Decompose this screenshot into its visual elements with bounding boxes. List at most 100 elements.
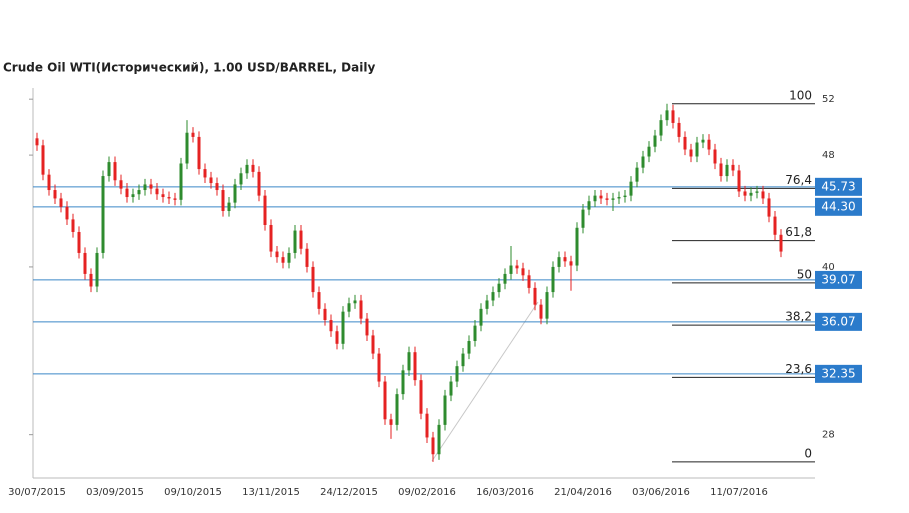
candle-body bbox=[551, 266, 555, 293]
candle-body bbox=[671, 110, 675, 123]
candle-body bbox=[95, 252, 99, 287]
x-tick-label: 30/07/2015 bbox=[8, 487, 66, 498]
candle-body bbox=[125, 188, 129, 198]
candle-body bbox=[431, 437, 435, 455]
candle-body bbox=[767, 198, 771, 217]
candle-body bbox=[497, 283, 501, 293]
candle-body bbox=[347, 303, 351, 312]
candle-body bbox=[713, 149, 717, 164]
candle-body bbox=[677, 122, 681, 137]
candle-body bbox=[401, 370, 405, 395]
candle-body bbox=[377, 353, 381, 382]
candle-body bbox=[257, 171, 261, 196]
x-tick-label: 03/06/2016 bbox=[632, 487, 690, 498]
candle-body bbox=[341, 311, 345, 344]
candle-body bbox=[635, 167, 639, 182]
candle-body bbox=[737, 170, 741, 192]
chart-title: Crude Oil WTI(Исторический), 1.00 USD/BA… bbox=[3, 61, 375, 75]
candle-body bbox=[203, 169, 207, 178]
candle-body bbox=[647, 146, 651, 157]
candle-body bbox=[743, 191, 747, 196]
candle-body bbox=[137, 190, 141, 195]
candle-body bbox=[59, 198, 63, 207]
candle-body bbox=[725, 164, 729, 177]
candle-body bbox=[173, 198, 177, 200]
candle-body bbox=[467, 341, 471, 354]
candle-body bbox=[395, 394, 399, 425]
candle-body bbox=[263, 195, 267, 225]
candle-body bbox=[275, 251, 279, 258]
price-box bbox=[815, 197, 862, 216]
x-tick-label: 09/10/2015 bbox=[164, 487, 222, 498]
candle-body bbox=[623, 195, 627, 198]
candle-body bbox=[641, 156, 645, 168]
candle-body bbox=[461, 353, 465, 367]
price-box-label: 36.07 bbox=[821, 314, 855, 328]
candle-body bbox=[425, 413, 429, 438]
candle-body bbox=[251, 164, 255, 172]
candle-body bbox=[371, 335, 375, 354]
candle-body bbox=[191, 132, 195, 137]
price-box-label: 45.73 bbox=[821, 179, 855, 193]
candle-body bbox=[71, 219, 75, 232]
x-tick-label: 11/07/2016 bbox=[710, 487, 768, 498]
candle-body bbox=[695, 142, 699, 157]
x-tick-label: 24/12/2015 bbox=[320, 487, 378, 498]
price-box-label: 44.30 bbox=[821, 199, 855, 213]
candle-body bbox=[473, 325, 477, 342]
candle-body bbox=[629, 181, 633, 196]
fib-label: 100 bbox=[789, 88, 812, 102]
candle-body bbox=[539, 304, 543, 319]
candle-body bbox=[707, 139, 711, 150]
price-box-label: 39.07 bbox=[821, 272, 855, 286]
fib-label: 23,6 bbox=[785, 362, 812, 376]
candle-body bbox=[227, 202, 231, 212]
candle-body bbox=[563, 257, 567, 262]
candle-body bbox=[449, 381, 453, 396]
candle-body bbox=[305, 248, 309, 267]
candle-body bbox=[239, 173, 243, 185]
candle-body bbox=[389, 419, 393, 425]
candle-body bbox=[575, 227, 579, 266]
candle-body bbox=[155, 188, 159, 195]
candle-body bbox=[131, 194, 135, 198]
candle-body bbox=[221, 190, 225, 212]
candle-body bbox=[323, 308, 327, 321]
candle-body bbox=[599, 195, 603, 199]
candle-body bbox=[293, 230, 297, 253]
candle-body bbox=[701, 139, 705, 143]
candle-body bbox=[407, 352, 411, 371]
candle-body bbox=[47, 174, 51, 191]
candle-body bbox=[527, 275, 531, 288]
candle-body bbox=[659, 120, 663, 136]
candle-body bbox=[689, 149, 693, 157]
candle-body bbox=[545, 292, 549, 319]
candle-body bbox=[491, 292, 495, 301]
price-box-label: 32.35 bbox=[821, 366, 855, 380]
candle-body bbox=[281, 257, 285, 263]
x-tick-label: 09/02/2016 bbox=[398, 487, 456, 498]
candle-body bbox=[269, 224, 273, 252]
candle-body bbox=[533, 287, 537, 305]
candle-body bbox=[437, 424, 441, 455]
candle-body bbox=[479, 308, 483, 326]
price-box bbox=[815, 364, 862, 383]
fib-label: 76,4 bbox=[785, 173, 812, 187]
candle-body bbox=[215, 183, 219, 191]
candle-body bbox=[719, 163, 723, 177]
x-tick-label: 13/11/2015 bbox=[242, 487, 300, 498]
candle-body bbox=[587, 201, 591, 210]
candle-body bbox=[755, 191, 759, 193]
candle-body bbox=[503, 273, 507, 284]
candle-body bbox=[329, 320, 333, 332]
candle-body bbox=[455, 366, 459, 382]
fib-label: 38,2 bbox=[785, 310, 812, 324]
candle-body bbox=[161, 194, 165, 198]
candle-body bbox=[287, 252, 291, 263]
candle-body bbox=[317, 292, 321, 309]
candle-body bbox=[89, 273, 93, 287]
candle-body bbox=[83, 252, 87, 274]
candle-body bbox=[509, 265, 513, 274]
